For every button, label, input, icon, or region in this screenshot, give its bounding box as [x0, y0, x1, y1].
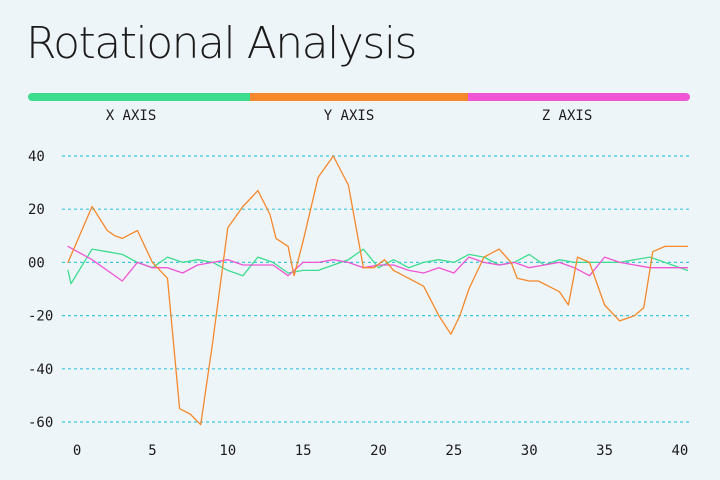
- grid-lines: [62, 155, 692, 423]
- x-tick-label: 5: [148, 443, 156, 459]
- y-tick-label: -20: [28, 309, 53, 325]
- legend-swatch-y-axis: [250, 93, 468, 101]
- y-tick-label: -40: [28, 362, 53, 378]
- legend-label-x-axis: X AXIS: [106, 108, 157, 124]
- x-tick-label: 40: [672, 443, 689, 459]
- x-tick-label: 15: [295, 443, 312, 459]
- x-tick-label: 20: [370, 443, 387, 459]
- x-axis-ticks: 0 5 10 15 20 25 30 35 40: [73, 443, 689, 459]
- x-tick-label: 25: [445, 443, 462, 459]
- x-tick-label: 0: [73, 443, 81, 459]
- x-tick-label: 30: [521, 443, 538, 459]
- y-tick-label: -60: [28, 415, 53, 431]
- legend-cap-x-axis: [28, 93, 36, 101]
- series-lines: [67, 155, 689, 426]
- series-line-y-axis: [67, 155, 689, 426]
- legend-label-y-axis: Y AXIS: [324, 108, 375, 124]
- legend-label-z-axis: Z AXIS: [542, 108, 593, 124]
- x-tick-label: 10: [219, 443, 236, 459]
- legend: X AXIS Y AXIS Z AXIS: [28, 93, 690, 124]
- legend-swatch-z-axis: [468, 93, 686, 101]
- y-axis-ticks: 40 20 00 -20 -40 -60: [28, 149, 53, 431]
- x-tick-label: 35: [596, 443, 613, 459]
- legend-cap-z-axis: [682, 93, 690, 101]
- legend-swatch-x-axis: [32, 93, 250, 101]
- y-tick-label: 20: [28, 202, 45, 218]
- y-tick-label: 40: [28, 149, 45, 165]
- y-tick-label: 00: [28, 255, 45, 271]
- chart-title: Rotational Analysis: [26, 18, 417, 69]
